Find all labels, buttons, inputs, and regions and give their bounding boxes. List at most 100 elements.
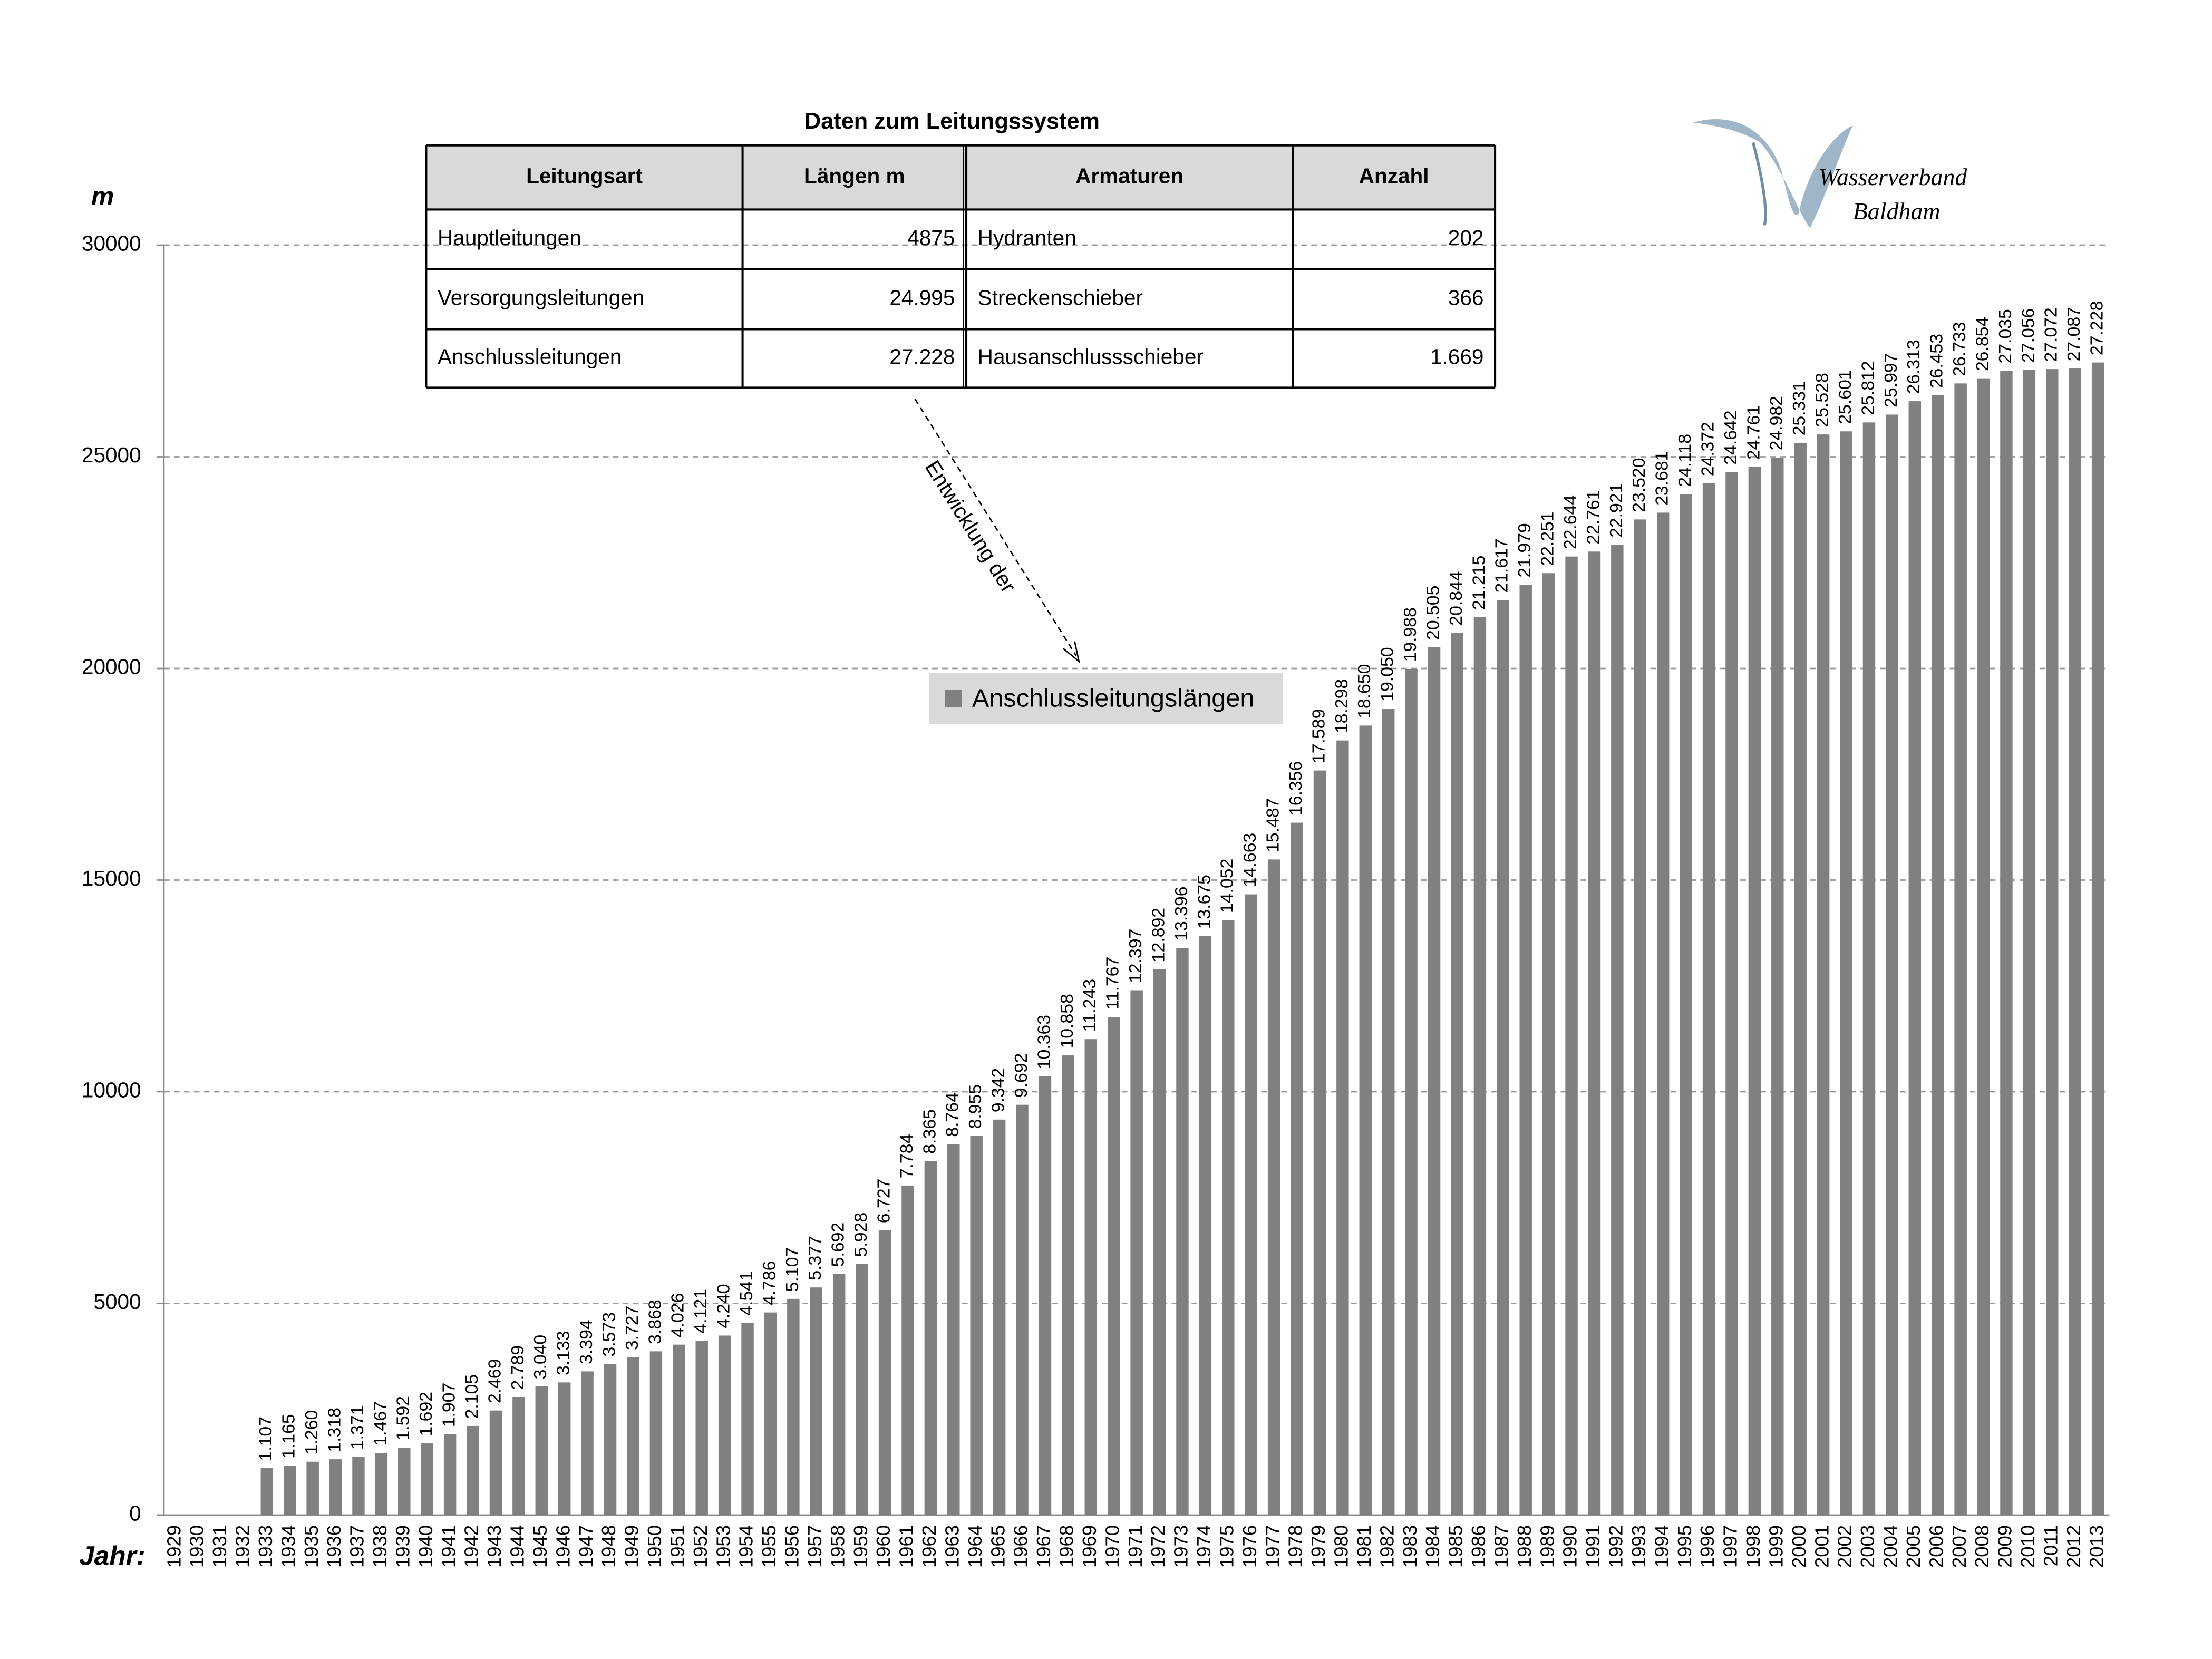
bar: [467, 1425, 479, 1515]
x-tick-label: 1990: [1559, 1525, 1581, 1568]
x-tick-label: 2004: [1880, 1525, 1901, 1568]
value-label: 15.487: [1263, 798, 1283, 852]
bar: [1176, 948, 1189, 1515]
bar: [1542, 573, 1555, 1515]
value-label: 13.675: [1194, 875, 1214, 929]
value-label: 2.469: [484, 1359, 505, 1404]
bar: [1313, 770, 1326, 1515]
bar: [604, 1364, 617, 1515]
x-tick-label: 2000: [1788, 1525, 1810, 1568]
x-tick-label: 1999: [1765, 1525, 1787, 1568]
bar: [1497, 600, 1509, 1515]
y-tick-label: 20000: [82, 655, 141, 679]
value-label: 3.394: [576, 1320, 596, 1364]
bar: [306, 1461, 319, 1515]
bar: [1359, 725, 1372, 1515]
y-tick-label: 5000: [93, 1289, 141, 1314]
bar: [2069, 368, 2081, 1515]
value-label: 4.541: [736, 1271, 756, 1316]
x-tick-label: 1956: [781, 1525, 803, 1568]
bar: [649, 1351, 663, 1515]
x-tick-label: 1952: [690, 1525, 711, 1568]
table-title: Daten zum Leitungssystem: [804, 109, 1100, 134]
bar: [1771, 457, 1784, 1515]
y-tick-label: 30000: [82, 231, 141, 256]
x-tick-label: 1998: [1742, 1525, 1764, 1568]
logo-shape: [1693, 119, 1853, 228]
value-label: 17.589: [1308, 709, 1328, 763]
x-tick-label: 1949: [621, 1525, 643, 1568]
value-label: 21.617: [1492, 538, 1512, 593]
bar: [329, 1459, 342, 1515]
x-tick-label: 1960: [872, 1525, 894, 1568]
bar: [398, 1448, 411, 1515]
value-label: 11.243: [1080, 979, 1100, 1032]
value-label: 18.298: [1332, 679, 1352, 733]
value-label: 22.644: [1560, 495, 1580, 549]
bar: [627, 1357, 639, 1515]
x-tick-label: 1995: [1674, 1525, 1695, 1568]
value-label: 12.892: [1148, 908, 1168, 962]
x-tick-label: 1984: [1422, 1525, 1443, 1568]
value-label: 25.331: [1789, 381, 1809, 435]
value-label: 8.365: [919, 1109, 939, 1154]
x-tick-label: 1945: [529, 1525, 551, 1568]
table-header: Längen m: [804, 163, 905, 188]
value-label: 25.997: [1881, 353, 1901, 408]
x-tick-label: 1982: [1376, 1525, 1398, 1568]
x-tick-label: 1938: [369, 1525, 391, 1568]
value-label: 5.377: [805, 1236, 825, 1280]
x-tick-label: 1961: [896, 1525, 917, 1568]
bar: [1130, 990, 1143, 1515]
x-tick-label: 1957: [804, 1525, 826, 1568]
x-tick-label: 1937: [346, 1525, 368, 1568]
x-tick-label: 1975: [1216, 1525, 1237, 1568]
x-tick-label: 1936: [323, 1525, 345, 1568]
table-cell: 366: [1448, 285, 1484, 309]
x-tick-label: 1944: [507, 1525, 528, 1568]
x-tick-label: 2006: [1925, 1525, 1947, 1568]
bar: [1405, 668, 1418, 1515]
x-tick-label: 1968: [1056, 1525, 1078, 1568]
x-tick-label: 2002: [1834, 1525, 1856, 1568]
bar: [1565, 556, 1578, 1515]
table-header: Leitungsart: [526, 163, 643, 188]
bar: [1245, 894, 1257, 1515]
value-label: 23.520: [1629, 458, 1649, 512]
value-label: 2.105: [462, 1374, 482, 1419]
value-label: 2.789: [508, 1345, 528, 1390]
bar: [1428, 647, 1441, 1515]
value-label: 27.087: [2064, 307, 2084, 361]
x-tick-label: 1962: [918, 1525, 940, 1568]
value-label: 8.955: [965, 1084, 985, 1129]
bar: [2046, 369, 2059, 1515]
bar: [1084, 1039, 1098, 1515]
bar: [1634, 519, 1647, 1515]
bar: [1680, 494, 1692, 1515]
value-label: 27.035: [1995, 309, 2015, 363]
table-cell: 4875: [907, 226, 955, 250]
bar: [1588, 551, 1601, 1515]
value-label: 24.118: [1675, 434, 1695, 487]
table-cell: Hydranten: [978, 226, 1076, 250]
x-tick-label: 1940: [415, 1525, 436, 1568]
bar: [2023, 370, 2036, 1515]
value-label: 3.573: [599, 1312, 619, 1357]
x-tick-label: 2012: [2063, 1525, 2084, 1568]
value-label: 3.727: [622, 1306, 642, 1351]
x-tick-label: 1991: [1582, 1525, 1604, 1568]
x-tick-label: 2007: [1948, 1525, 1970, 1568]
x-tick-label: 1987: [1490, 1525, 1512, 1568]
x-tick-label: 1989: [1536, 1525, 1558, 1568]
x-tick-label: 1951: [666, 1525, 688, 1568]
value-label: 27.072: [2041, 307, 2061, 362]
x-tick-label: 2009: [1994, 1525, 2016, 1568]
x-tick-label: 1935: [300, 1525, 322, 1568]
table-cell: 27.228: [889, 345, 955, 369]
value-label: 14.663: [1240, 833, 1260, 887]
x-tick-label: 1981: [1353, 1525, 1375, 1568]
table-cell: 202: [1448, 226, 1484, 250]
value-label: 4.026: [668, 1293, 688, 1338]
x-tick-label: 1947: [575, 1525, 597, 1568]
value-label: 11.767: [1103, 957, 1123, 1010]
